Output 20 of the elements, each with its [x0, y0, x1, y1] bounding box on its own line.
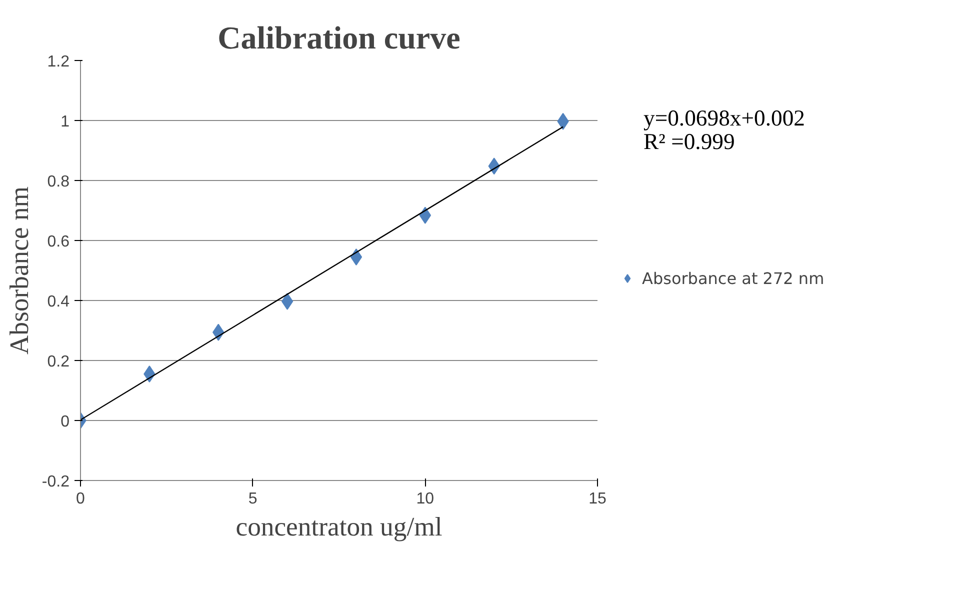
- point: [281, 292, 294, 310]
- text: y=0.0698x+0.002: [644, 105, 805, 130]
- y-axis-title: Absorbance nm: [4, 186, 34, 355]
- y-tick-label: 1.2: [47, 54, 70, 70]
- point: [350, 248, 362, 266]
- y-tick-label: -0.2: [42, 474, 70, 490]
- legend-label: Absorbance at 272 nm: [642, 268, 824, 288]
- y-tick-label: 1: [60, 114, 70, 130]
- text: R² =0.999: [644, 129, 735, 154]
- y-tick-label: 0.8: [47, 174, 70, 190]
- y-tick-label: 0: [60, 414, 70, 430]
- x-tick-label: 15: [588, 490, 606, 508]
- x-tick-label: 5: [248, 490, 258, 508]
- chart-title: Calibration curve: [218, 20, 460, 56]
- x-axis-title: concentraton ug/ml: [236, 512, 442, 542]
- x-tick-label: 10: [416, 490, 434, 508]
- x-tick-label: 0: [76, 490, 86, 508]
- y-tick-label: 0.4: [47, 294, 70, 310]
- y-tick-label: 0.6: [47, 234, 70, 250]
- y-tick-label: 0.2: [47, 354, 70, 370]
